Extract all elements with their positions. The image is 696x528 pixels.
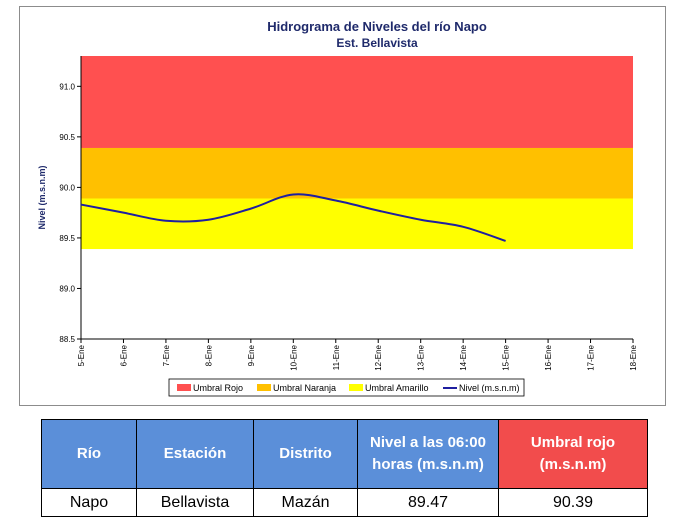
x-tick-label: 13-Ene [417,344,426,370]
band-rojo [81,56,633,148]
header-umbral-rojo: Umbral rojo (m.s.n.m) [498,419,648,489]
x-tick-label: 9-Ene [247,344,256,366]
legend-label: Umbral Rojo [193,383,243,393]
y-tick-label: 91.0 [59,82,75,91]
x-tick-label: 14-Ene [459,344,468,370]
x-tick-label: 10-Ene [289,344,298,370]
y-tick-label: 89.0 [59,284,75,293]
cell-umbral-rojo: 90.39 [498,488,648,517]
chart-title: Hidrograma de Niveles del río Napo [267,19,487,34]
legend-swatch [177,384,191,391]
y-tick-label: 90.0 [59,183,75,192]
chart-subtitle: Est. Bellavista [336,36,418,50]
cell-rio: Napo [41,488,137,517]
y-tick-label: 89.5 [59,234,75,243]
legend-label: Umbral Naranja [273,383,336,393]
hydrograph-chart: Hidrograma de Niveles del río Napo Est. B… [37,19,638,397]
table-row: Napo Bellavista Mazán 89.47 90.39 [41,488,648,517]
chart-frame: Hidrograma de Niveles del río Napo Est. B… [19,6,666,406]
x-tick-label: 18-Ene [629,344,638,370]
table-header-row: Río Estación Distrito Nivel a las 06:00 … [41,419,648,489]
y-tick-label: 90.5 [59,133,75,142]
band-naranja [81,147,633,199]
x-tick-label: 6-Ene [119,344,128,366]
header-estacion: Estación [136,419,254,489]
header-rio: Río [41,419,137,489]
cell-estacion: Bellavista [136,488,254,517]
legend-label: Umbral Amarillo [365,383,429,393]
summary-table: Río Estación Distrito Nivel a las 06:00 … [41,419,648,517]
x-tick-label: 17-Ene [587,344,596,370]
series-line-nivel [80,193,506,242]
x-tick-label: 12-Ene [374,344,383,370]
x-tick-label: 15-Ene [502,344,511,370]
x-tick-label: 5-Ene [77,344,86,366]
legend-swatch [349,384,363,391]
x-tick-label: 16-Ene [544,344,553,370]
y-axis-label: Nivel (m.s.n.m) [37,165,47,229]
cell-distrito: Mazán [253,488,358,517]
x-tick-label: 7-Ene [162,344,171,366]
band-amarillo [81,198,633,250]
x-tick-label: 11-Ene [332,344,341,370]
header-distrito: Distrito [253,419,358,489]
x-tick-label: 8-Ene [204,344,213,366]
cell-nivel: 89.47 [357,488,499,517]
legend-label: Nivel (m.s.n.m) [459,383,520,393]
legend-box [168,378,525,397]
legend-swatch [257,384,271,391]
y-tick-label: 88.5 [59,335,75,344]
header-nivel: Nivel a las 06:00 horas (m.s.n.m) [357,419,499,489]
